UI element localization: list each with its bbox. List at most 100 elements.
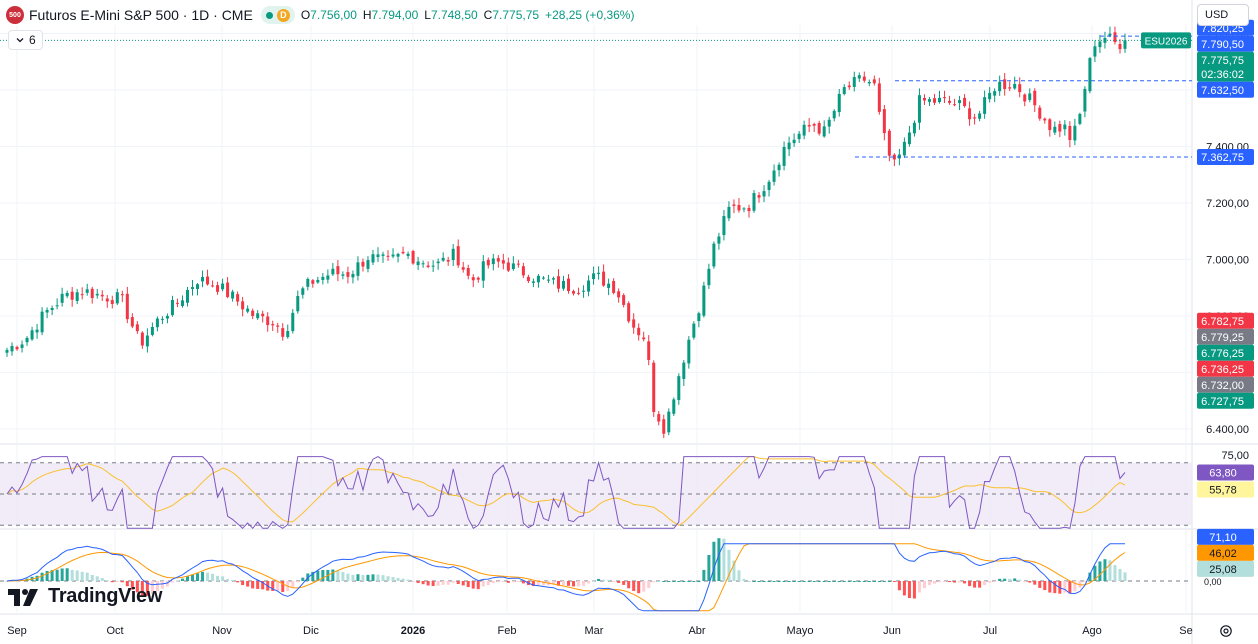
indicators-toggle-button[interactable]: 6: [8, 30, 43, 50]
candle: [216, 281, 220, 295]
candle: [943, 90, 947, 104]
macd-hist-bar: [837, 581, 841, 582]
candle-body: [486, 259, 490, 266]
candle: [662, 414, 666, 439]
candle: [998, 75, 1002, 96]
candle-body: [516, 263, 520, 265]
macd-hist-bar: [1068, 581, 1072, 594]
macd-hist-bar: [597, 578, 601, 581]
candle-body: [802, 124, 806, 136]
settings-gear-icon[interactable]: [1219, 624, 1233, 638]
candle-body: [672, 399, 676, 414]
macd-hist-bar: [702, 569, 706, 581]
macd-hist-bar: [531, 581, 535, 587]
macd-hist-bar: [516, 581, 520, 582]
tradingview-logo[interactable]: TradingView: [8, 585, 162, 608]
candle: [441, 252, 445, 262]
candle: [993, 88, 997, 103]
candle: [582, 285, 586, 298]
candle-body: [301, 288, 305, 295]
candle-body: [917, 95, 921, 123]
price-axis-label: 7.362,75: [1197, 148, 1254, 165]
candle: [1028, 88, 1032, 103]
candle: [837, 88, 841, 117]
time-axis-label: Oct: [106, 625, 123, 637]
candle: [206, 269, 210, 286]
candle-body: [371, 254, 375, 263]
candle-body: [707, 268, 711, 286]
candle-body: [752, 193, 756, 211]
macd-label-text: 46,02: [1209, 548, 1237, 560]
candle: [817, 120, 821, 136]
candle: [266, 312, 270, 332]
candle-body: [847, 85, 851, 88]
candle-body: [937, 97, 942, 102]
candle: [40, 307, 44, 336]
candle-body: [115, 292, 119, 304]
candle: [115, 288, 119, 306]
macd-hist-bar: [727, 549, 731, 581]
candle: [356, 256, 360, 281]
macd-hist-bar: [1123, 572, 1127, 581]
candle: [15, 345, 19, 351]
candle: [963, 94, 967, 108]
candle-body: [567, 278, 571, 292]
candle-body: [1023, 94, 1027, 102]
bar-countdown: 02:36:02: [1201, 69, 1244, 81]
candle-body: [155, 318, 159, 328]
rsi-value-label: 63,80: [1197, 464, 1254, 481]
candle: [672, 397, 676, 417]
macd-hist-bar: [496, 581, 500, 583]
candle: [983, 90, 987, 119]
candle: [346, 266, 350, 284]
candle-body: [1098, 41, 1102, 48]
candle-body: [140, 332, 144, 346]
rsi-signal-line: [6, 456, 1126, 526]
candle: [451, 244, 455, 267]
macd-hist-bar: [1008, 578, 1012, 581]
candle: [657, 411, 661, 426]
candle: [958, 95, 962, 111]
macd-hist-bar: [757, 581, 761, 582]
candle-body: [797, 133, 801, 140]
candle: [366, 256, 370, 273]
candle-body: [291, 312, 295, 332]
macd-label-text: 71,10: [1209, 532, 1237, 544]
candle-body: [662, 419, 666, 434]
candle-body: [506, 262, 510, 271]
candle: [326, 269, 330, 284]
symbol-title[interactable]: Futuros E-Mini S&P 500 · 1D · CME: [29, 7, 253, 23]
macd-hist-bar: [135, 581, 139, 593]
candle: [286, 324, 290, 339]
candle-body: [882, 109, 886, 134]
candle: [175, 298, 179, 308]
candle-body: [10, 345, 14, 352]
macd-hist-bar: [887, 581, 891, 582]
candle: [406, 251, 410, 259]
market-status-pill[interactable]: D: [260, 6, 295, 24]
macd-hist-bar: [897, 581, 901, 591]
candle-body: [697, 313, 701, 321]
candle-body: [391, 254, 395, 257]
macd-hist-bar: [416, 581, 420, 584]
time-axis-label: Jun: [883, 625, 901, 637]
candle: [912, 120, 916, 137]
macd-hist-bar: [632, 581, 636, 591]
macd-hist-bar: [185, 576, 189, 581]
price-label-bg: [1197, 81, 1254, 98]
candle: [185, 286, 189, 307]
macd-hist-bar: [1083, 581, 1087, 582]
candle-body: [922, 97, 926, 101]
macd-hist-bar: [386, 576, 390, 581]
macd-hist-bar: [436, 581, 440, 586]
candle-body: [50, 308, 54, 311]
macd-hist-bar: [316, 570, 320, 581]
macd-hist-bar: [75, 570, 79, 581]
macd-hist-bar: [90, 574, 94, 581]
price-label-text: 7.362,75: [1201, 152, 1244, 164]
candle-body: [1068, 125, 1072, 140]
candle: [1083, 86, 1087, 118]
currency-select[interactable]: USD: [1197, 4, 1249, 26]
candle-body: [190, 287, 195, 290]
